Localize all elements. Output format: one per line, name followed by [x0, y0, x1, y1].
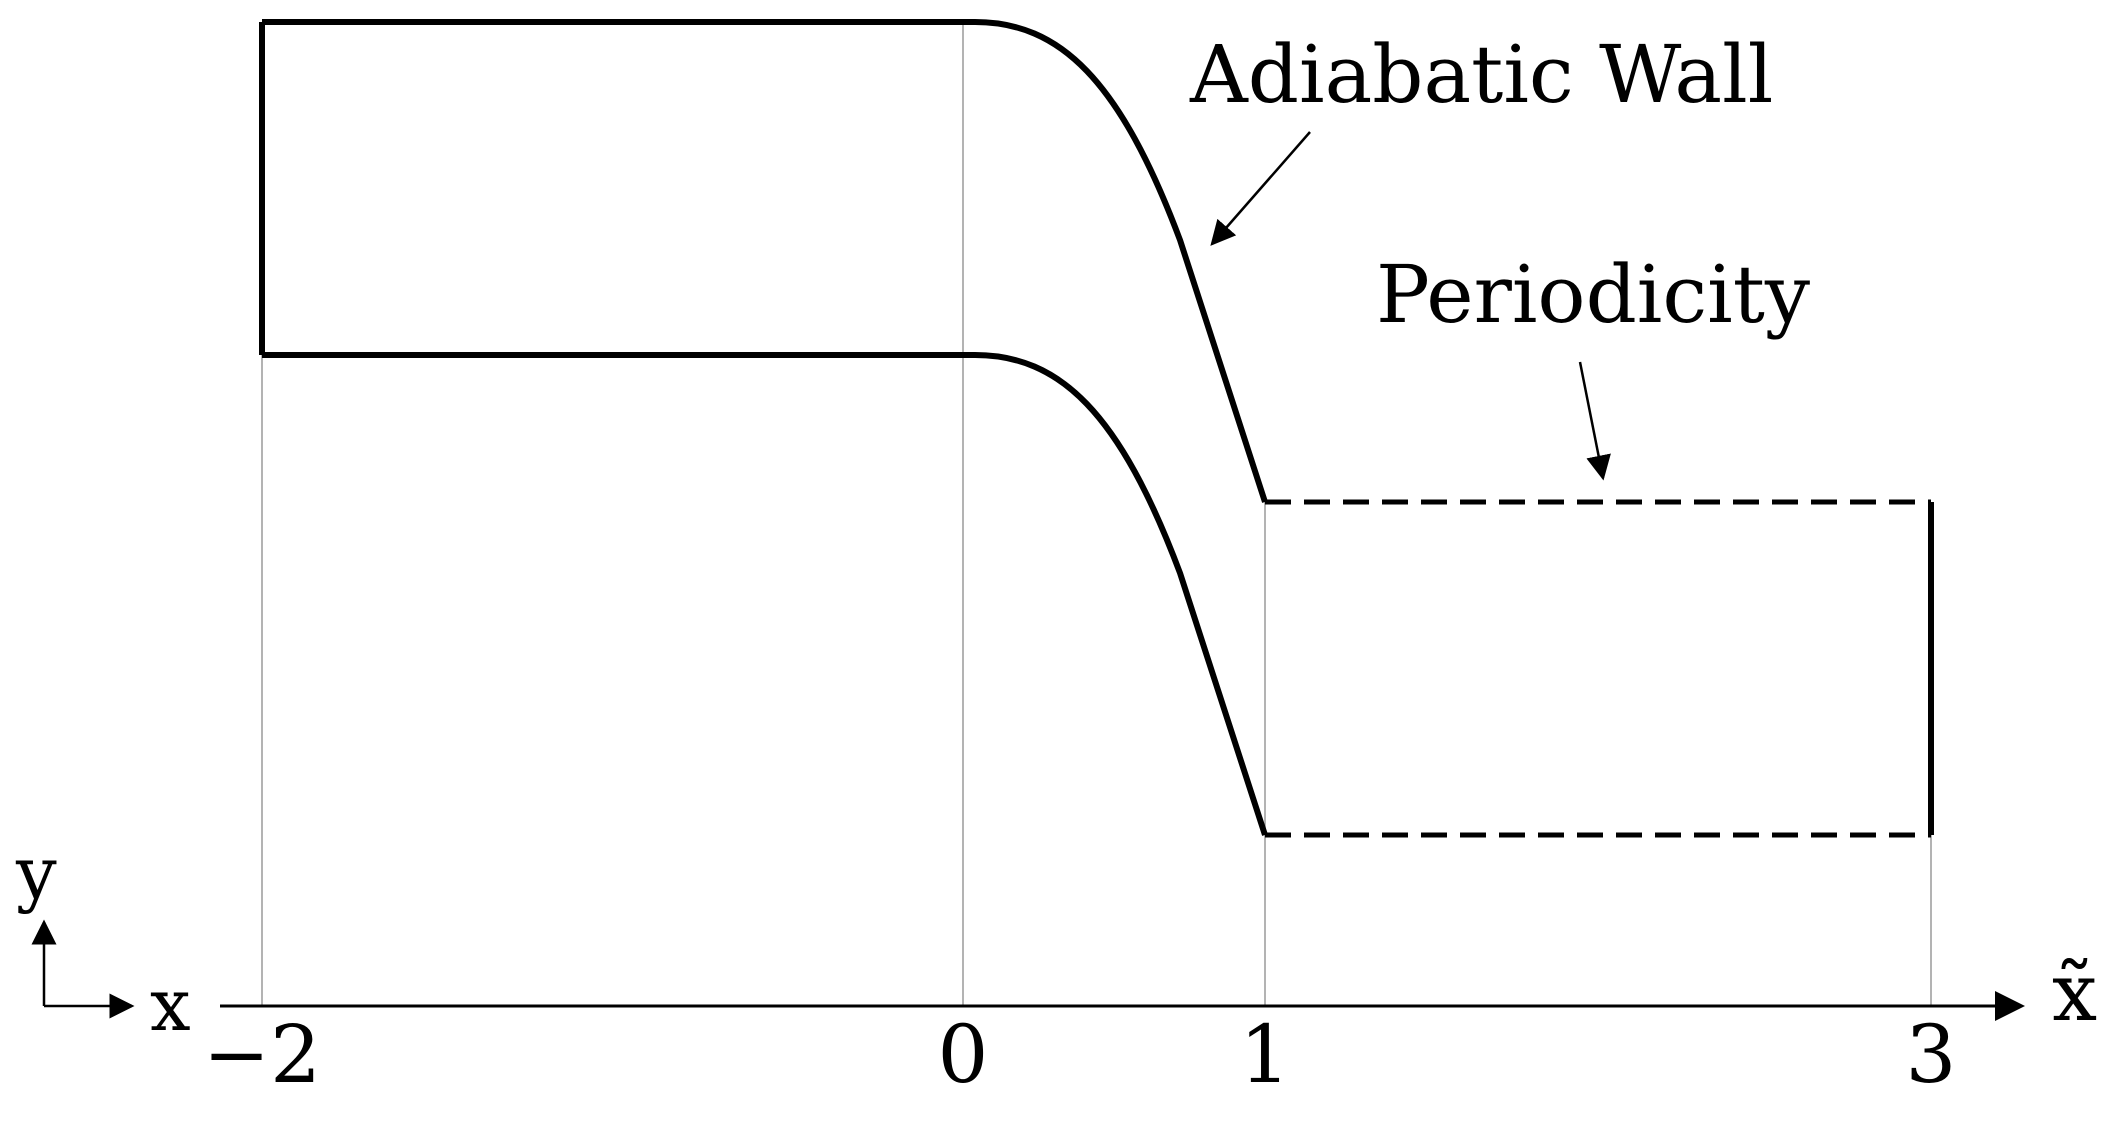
frame-x-label: x [150, 963, 191, 1047]
tick-label-0: 0 [938, 1008, 989, 1101]
coordinate-frame: x y [15, 831, 191, 1047]
x-tilde-axis-label: x̃ [2052, 946, 2097, 1039]
tick-label-minus-2: −2 [203, 1008, 321, 1101]
tick-label-1: 1 [1240, 1008, 1291, 1101]
periodicity-label: Periodicity [1376, 248, 1810, 341]
periodic-boundaries [1265, 499, 1931, 838]
channel-outline [259, 19, 1934, 836]
upper-wall [262, 19, 1268, 503]
lower-wall [262, 352, 1268, 836]
periodicity-arrow [1578, 361, 1611, 481]
frame-y-label: y [15, 831, 57, 915]
adiabatic-wall-label: Adiabatic Wall [1189, 28, 1773, 121]
tick-label-3: 3 [1906, 1008, 1957, 1101]
guide-lines [261, 22, 1932, 1005]
adiabatic-wall-arrow [1210, 131, 1311, 246]
